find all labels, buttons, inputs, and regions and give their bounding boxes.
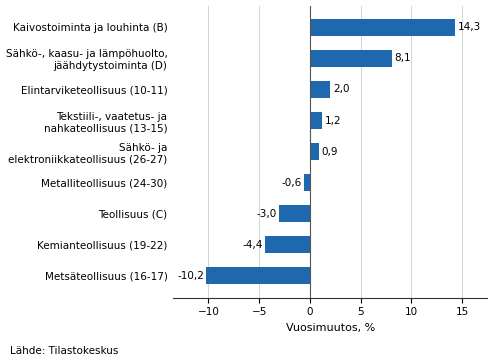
Bar <box>310 112 322 129</box>
Text: 1,2: 1,2 <box>324 116 341 126</box>
Text: 14,3: 14,3 <box>458 22 481 32</box>
Bar <box>310 81 330 98</box>
Bar <box>265 236 310 253</box>
X-axis label: Vuosimuutos, %: Vuosimuutos, % <box>285 323 375 333</box>
Text: Lähde: Tilastokeskus: Lähde: Tilastokeskus <box>10 346 118 356</box>
Text: 2,0: 2,0 <box>333 85 349 94</box>
Bar <box>207 267 310 284</box>
Text: -0,6: -0,6 <box>281 177 301 188</box>
Text: -4,4: -4,4 <box>243 240 263 250</box>
Text: -10,2: -10,2 <box>177 271 204 281</box>
Bar <box>310 50 392 67</box>
Text: 8,1: 8,1 <box>394 53 411 63</box>
Text: -3,0: -3,0 <box>257 209 277 219</box>
Bar <box>310 19 455 36</box>
Text: 0,9: 0,9 <box>321 147 338 157</box>
Bar <box>310 143 319 160</box>
Bar <box>304 174 310 191</box>
Bar <box>280 205 310 222</box>
